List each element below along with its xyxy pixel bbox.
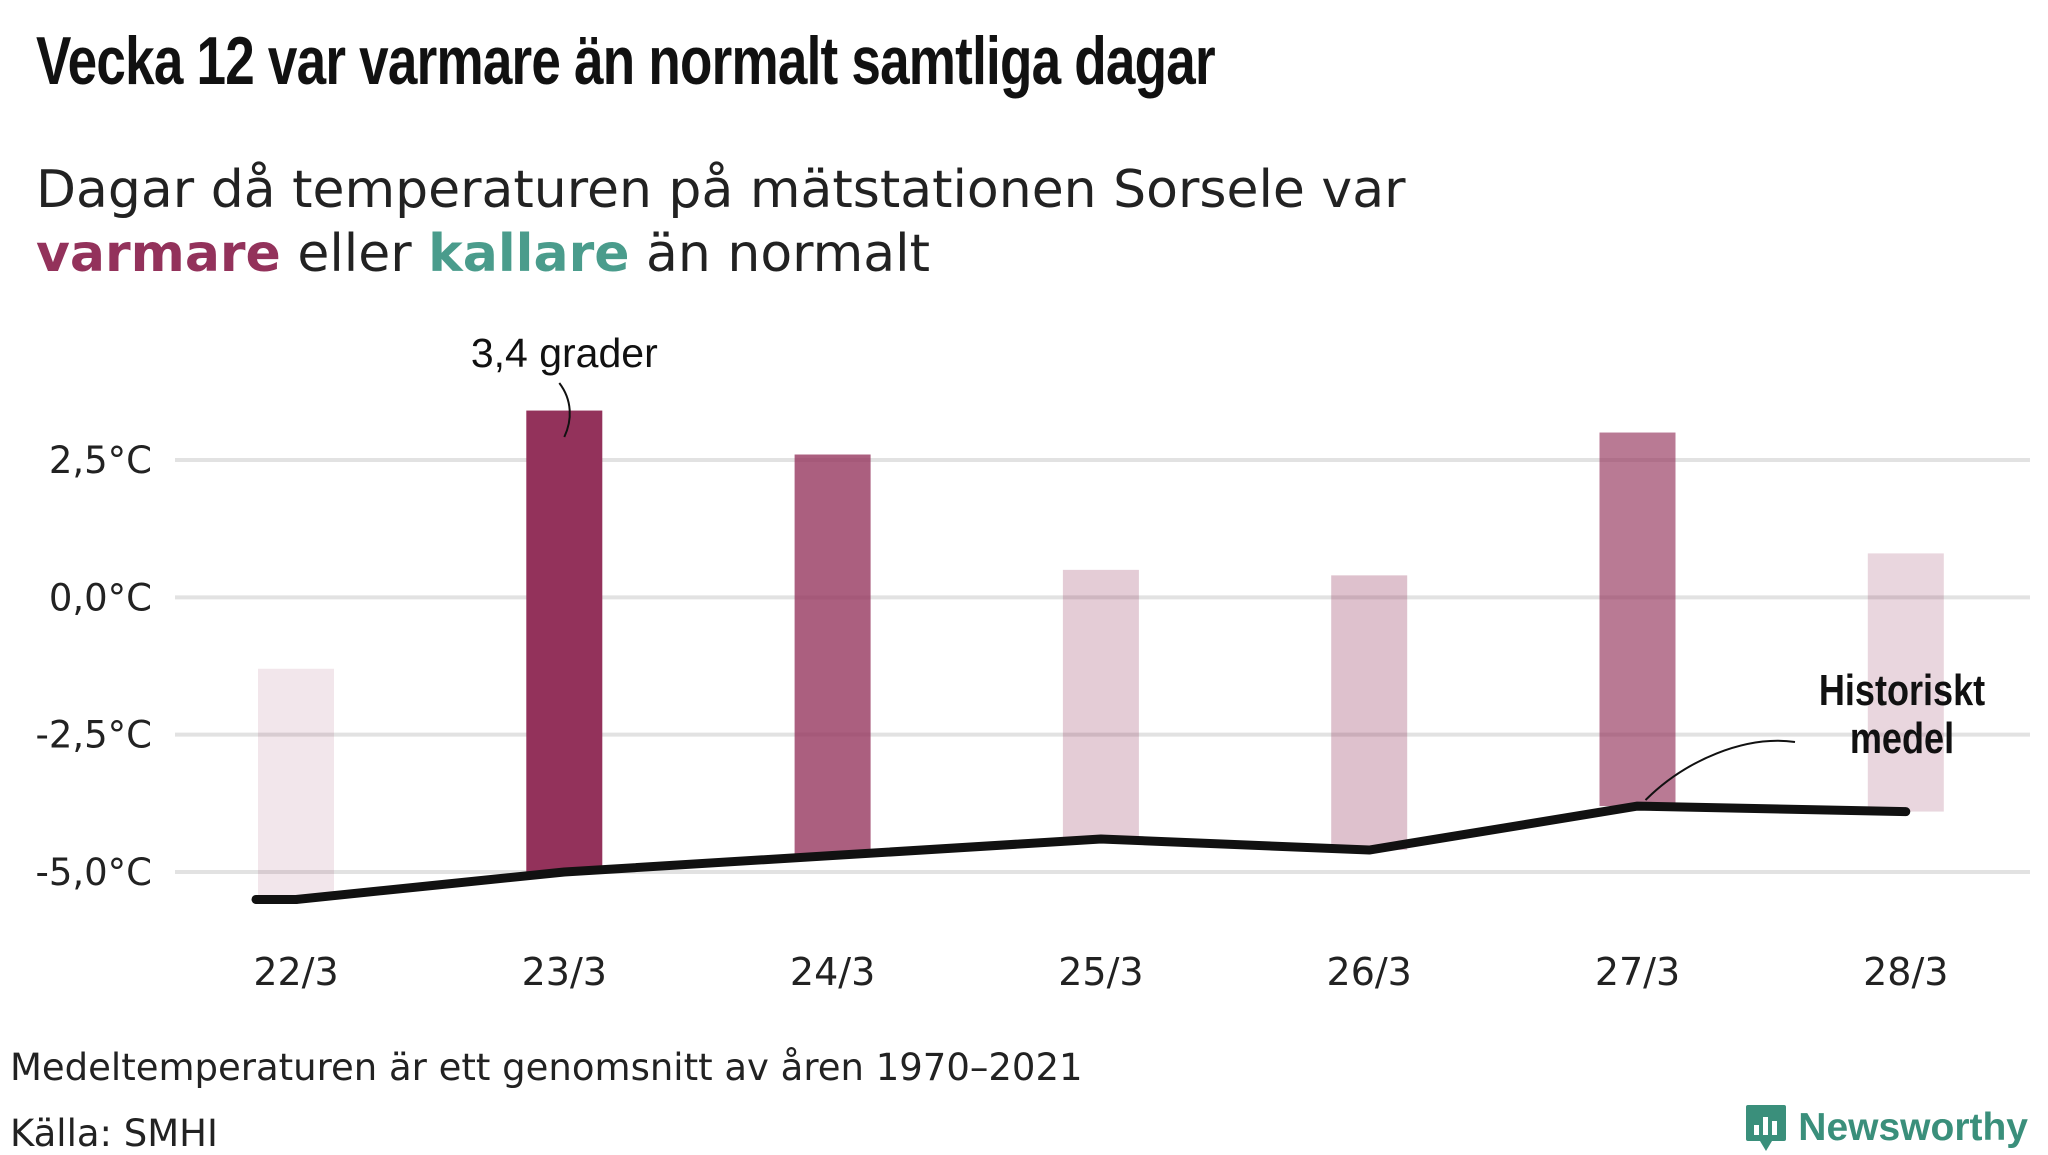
subtitle-cold-word: kallare — [428, 224, 630, 284]
chart-title: Vecka 12 var varmare än normalt samtliga… — [36, 23, 1216, 99]
x-tick-label: 27/3 — [1595, 950, 1680, 994]
bar-23-3 — [526, 410, 603, 872]
source-credit: Källa: SMHI — [10, 1112, 218, 1155]
x-tick-label: 26/3 — [1327, 950, 1412, 994]
bar-27-3 — [1599, 432, 1676, 807]
annotation-max-pointer — [558, 382, 571, 438]
bars — [258, 410, 1944, 900]
temperature-chart: 2,5°C0,0°C-2,5°C-5,0°C 22/3 23/3 24/3 25/3 2… — [35, 330, 2030, 994]
y-tick-label: -2,5°C — [35, 714, 152, 757]
x-axis-ticks: 22/3 23/3 24/3 25/3 26/3 27/3 28/3 — [253, 950, 1948, 994]
bar-28-3 — [1867, 553, 1944, 812]
x-tick-label: 22/3 — [253, 950, 338, 994]
annotation-average-label: Historiskt — [1819, 666, 1985, 715]
x-tick-label: 25/3 — [1058, 950, 1143, 994]
historical-average — [251, 801, 1911, 904]
y-axis-ticks: 2,5°C 0,0°C -2,5°C -5,0°C — [35, 439, 152, 894]
chart-subtitle: Dagar då temperaturen på mätstationen So… — [36, 158, 1405, 286]
x-tick-label: 23/3 — [522, 950, 607, 994]
footnote: Medeltemperaturen är ett genomsnitt av å… — [10, 1046, 1083, 1089]
subtitle-warm-word: varmare — [36, 224, 281, 284]
subtitle-middle: eller — [280, 224, 429, 284]
y-tick-label: 0,0°C — [49, 576, 152, 619]
grid-lines — [175, 458, 2030, 874]
y-tick-label: -5,0°C — [35, 851, 152, 894]
annotation-average-label: medel — [1850, 714, 1954, 763]
annotation-average-pointer — [1644, 739, 1796, 801]
brand-logo: Newsworthy — [1744, 1103, 2028, 1153]
y-tick-label: 2,5°C — [49, 439, 152, 482]
subtitle-line1: Dagar då temperaturen på mätstationen So… — [36, 160, 1406, 220]
newsworthy-logo-icon — [1746, 1105, 1787, 1151]
bar-22-3 — [258, 668, 334, 900]
x-tick-label: 28/3 — [1863, 950, 1948, 994]
annotation-max-label: 3,4 grader — [471, 330, 658, 376]
brand-name: Newsworthy — [1798, 1106, 2028, 1149]
subtitle-line2: varmare eller kallare än normalt — [36, 222, 1405, 286]
subtitle-end: än normalt — [629, 224, 930, 284]
bar-26-3 — [1331, 575, 1408, 851]
historical-average-line — [291, 801, 1911, 904]
bar-25-3 — [1062, 569, 1139, 840]
x-tick-label: 24/3 — [790, 950, 875, 994]
bar-24-3 — [794, 454, 871, 856]
